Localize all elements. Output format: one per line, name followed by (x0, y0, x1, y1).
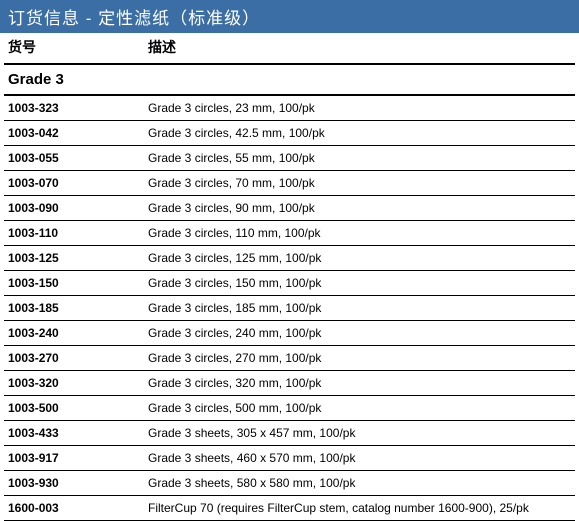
table-row: 1003-055Grade 3 circles, 55 mm, 100/pk (0, 146, 579, 170)
table-row: 1003-125Grade 3 circles, 125 mm, 100/pk (0, 246, 579, 270)
header-bar: 订货信息 - 定性滤纸（标准级） (0, 0, 579, 33)
sku-cell: 1003-433 (8, 426, 148, 440)
desc-cell: Grade 3 circles, 240 mm, 100/pk (148, 326, 571, 340)
table-row: 1003-240Grade 3 circles, 240 mm, 100/pk (0, 321, 579, 345)
table-row: 1003-270Grade 3 circles, 270 mm, 100/pk (0, 346, 579, 370)
sku-cell: 1600-003 (8, 501, 148, 515)
desc-cell: Grade 3 circles, 125 mm, 100/pk (148, 251, 571, 265)
column-headers: 货号 描述 (0, 33, 579, 63)
sku-cell: 1003-320 (8, 376, 148, 390)
sku-cell: 1003-070 (8, 176, 148, 190)
col-header-sku: 货号 (8, 37, 148, 57)
desc-cell: Grade 3 circles, 185 mm, 100/pk (148, 301, 571, 315)
desc-cell: Grade 3 circles, 42.5 mm, 100/pk (148, 126, 571, 140)
desc-cell: Grade 3 circles, 90 mm, 100/pk (148, 201, 571, 215)
table-row: 1003-320Grade 3 circles, 320 mm, 100/pk (0, 371, 579, 395)
table-row: 1003-917Grade 3 sheets, 460 x 570 mm, 10… (0, 446, 579, 470)
table-row: 1003-930Grade 3 sheets, 580 x 580 mm, 10… (0, 471, 579, 495)
table-row: 1003-110Grade 3 circles, 110 mm, 100/pk (0, 221, 579, 245)
sku-cell: 1003-110 (8, 226, 148, 240)
sku-cell: 1003-270 (8, 351, 148, 365)
sku-cell: 1003-125 (8, 251, 148, 265)
table-row: 1003-090Grade 3 circles, 90 mm, 100/pk (0, 196, 579, 220)
sku-cell: 1003-185 (8, 301, 148, 315)
desc-cell: Grade 3 circles, 70 mm, 100/pk (148, 176, 571, 190)
table-row: 1003-323Grade 3 circles, 23 mm, 100/pk (0, 96, 579, 120)
desc-cell: Grade 3 circles, 110 mm, 100/pk (148, 226, 571, 240)
desc-cell: Grade 3 circles, 320 mm, 100/pk (148, 376, 571, 390)
table-row: 1003-185Grade 3 circles, 185 mm, 100/pk (0, 296, 579, 320)
table-row: 1003-150Grade 3 circles, 150 mm, 100/pk (0, 271, 579, 295)
sku-cell: 1003-055 (8, 151, 148, 165)
sku-cell: 1003-150 (8, 276, 148, 290)
desc-cell: Grade 3 circles, 23 mm, 100/pk (148, 101, 571, 115)
desc-cell: Grade 3 circles, 150 mm, 100/pk (148, 276, 571, 290)
desc-cell: Grade 3 sheets, 460 x 570 mm, 100/pk (148, 451, 571, 465)
sku-cell: 1003-090 (8, 201, 148, 215)
desc-cell: FilterCup 70 (requires FilterCup stem, c… (148, 501, 571, 515)
desc-cell: Grade 3 circles, 500 mm, 100/pk (148, 401, 571, 415)
rows-container: 1003-323Grade 3 circles, 23 mm, 100/pk10… (0, 96, 579, 521)
sku-cell: 1003-917 (8, 451, 148, 465)
sku-cell: 1003-240 (8, 326, 148, 340)
table-row: 1003-500Grade 3 circles, 500 mm, 100/pk (0, 396, 579, 420)
table-row: 1003-042Grade 3 circles, 42.5 mm, 100/pk (0, 121, 579, 145)
sku-cell: 1003-323 (8, 101, 148, 115)
table-row: 1003-433Grade 3 sheets, 305 x 457 mm, 10… (0, 421, 579, 445)
desc-cell: Grade 3 circles, 55 mm, 100/pk (148, 151, 571, 165)
desc-cell: Grade 3 sheets, 580 x 580 mm, 100/pk (148, 476, 571, 490)
sku-cell: 1003-930 (8, 476, 148, 490)
sku-cell: 1003-500 (8, 401, 148, 415)
sku-cell: 1003-042 (8, 126, 148, 140)
col-header-desc: 描述 (148, 37, 571, 57)
table-row: 1003-070Grade 3 circles, 70 mm, 100/pk (0, 171, 579, 195)
desc-cell: Grade 3 circles, 270 mm, 100/pk (148, 351, 571, 365)
grade-title: Grade 3 (0, 65, 579, 94)
header-title: 订货信息 - 定性滤纸（标准级） (8, 9, 260, 28)
desc-cell: Grade 3 sheets, 305 x 457 mm, 100/pk (148, 426, 571, 440)
